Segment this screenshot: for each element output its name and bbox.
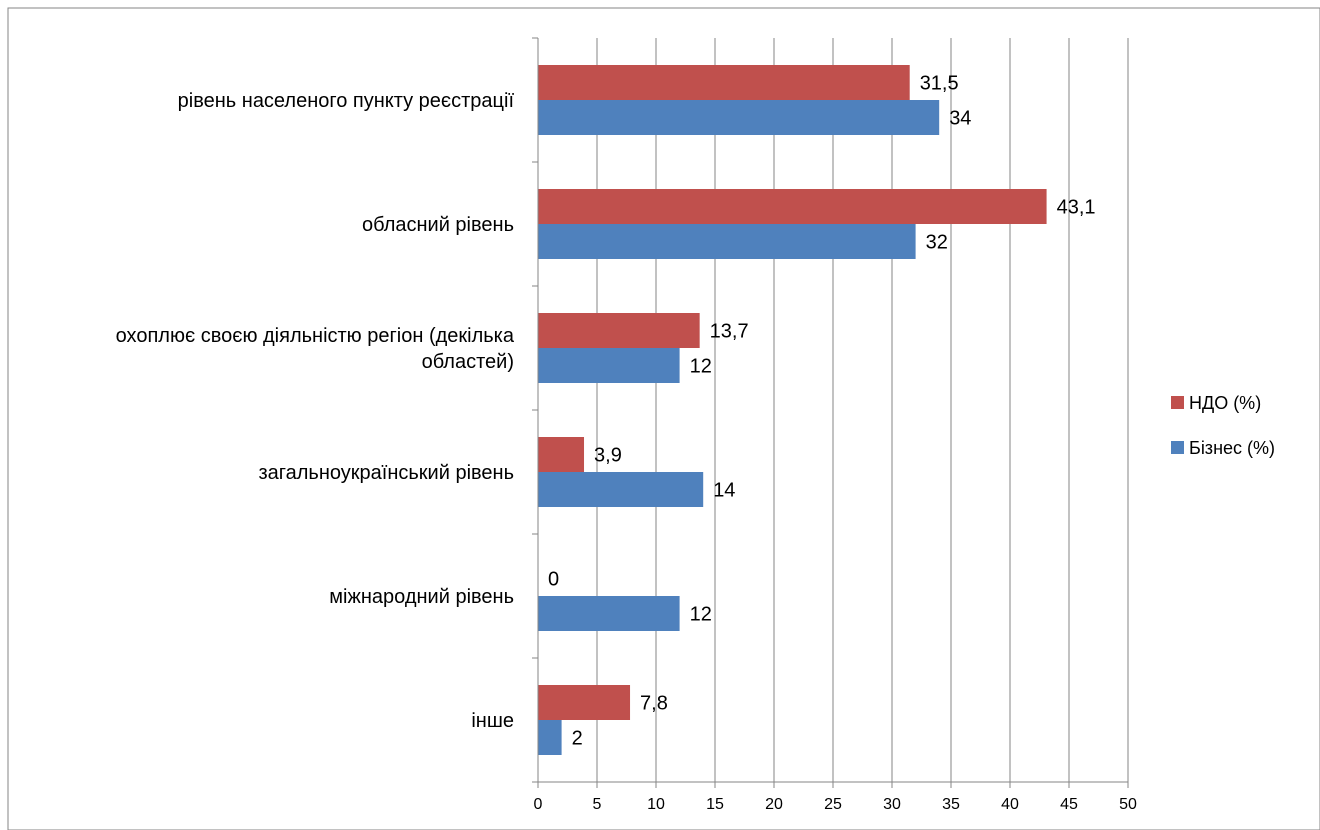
category-label: областей) <box>422 351 514 373</box>
bar <box>538 65 910 100</box>
x-tick-label: 35 <box>942 796 960 813</box>
data-label: 34 <box>949 108 971 130</box>
grid <box>596 38 1129 782</box>
bar <box>538 720 562 755</box>
data-label: 0 <box>548 569 559 591</box>
bar <box>538 596 680 631</box>
category-label: інше <box>471 710 514 732</box>
bar <box>538 100 940 135</box>
category-label: міжнародний рівень <box>329 586 514 608</box>
bar <box>538 348 680 383</box>
data-label: 12 <box>690 356 712 378</box>
data-label: 3,9 <box>594 445 622 467</box>
category-label: обласний рівень <box>362 214 514 236</box>
x-tick-label: 5 <box>593 796 602 813</box>
category-label: охоплює своєю діяльністю регіон (декільк… <box>116 325 515 347</box>
data-label: 7,8 <box>640 693 668 715</box>
data-label: 2 <box>572 728 583 750</box>
x-tick-label: 10 <box>647 796 665 813</box>
legend-label: НДО (%) <box>1189 393 1261 413</box>
bar <box>538 437 585 472</box>
x-tick-label: 40 <box>1001 796 1019 813</box>
chart-frame <box>7 7 1320 830</box>
bar <box>538 189 1047 224</box>
data-label: 12 <box>690 604 712 626</box>
axes: 0 5 10 15 20 25 30 35 40 45 50 <box>532 37 1137 813</box>
bar <box>538 472 704 507</box>
bars <box>538 65 1047 755</box>
x-tick-label: 50 <box>1119 796 1137 813</box>
legend-swatch <box>1171 441 1184 454</box>
data-label: 31,5 <box>920 73 959 95</box>
bar <box>538 685 631 720</box>
x-tick-label: 15 <box>706 796 724 813</box>
bar <box>538 224 916 259</box>
data-label: 43,1 <box>1057 197 1096 219</box>
bar <box>538 313 700 348</box>
legend: НДО (%) Бізнес (%) <box>1171 393 1275 458</box>
category-label: загальноукраїнський рівень <box>258 462 514 484</box>
data-label: 14 <box>713 480 735 502</box>
labels: 31,5 34 43,1 32 13,7 12 3,9 14 0 12 7,8 2 рівень нас… <box>116 73 1096 750</box>
x-tick-label: 45 <box>1060 796 1078 813</box>
category-label: рівень населеного пункту реєстрації <box>178 90 515 112</box>
legend-label: Бізнес (%) <box>1189 438 1275 458</box>
x-tick-label: 0 <box>534 796 543 813</box>
data-label: 32 <box>926 232 948 254</box>
data-label: 13,7 <box>710 321 749 343</box>
x-tick-label: 25 <box>824 796 842 813</box>
legend-swatch <box>1171 396 1184 409</box>
x-tick-label: 30 <box>883 796 901 813</box>
x-tick-label: 20 <box>765 796 783 813</box>
